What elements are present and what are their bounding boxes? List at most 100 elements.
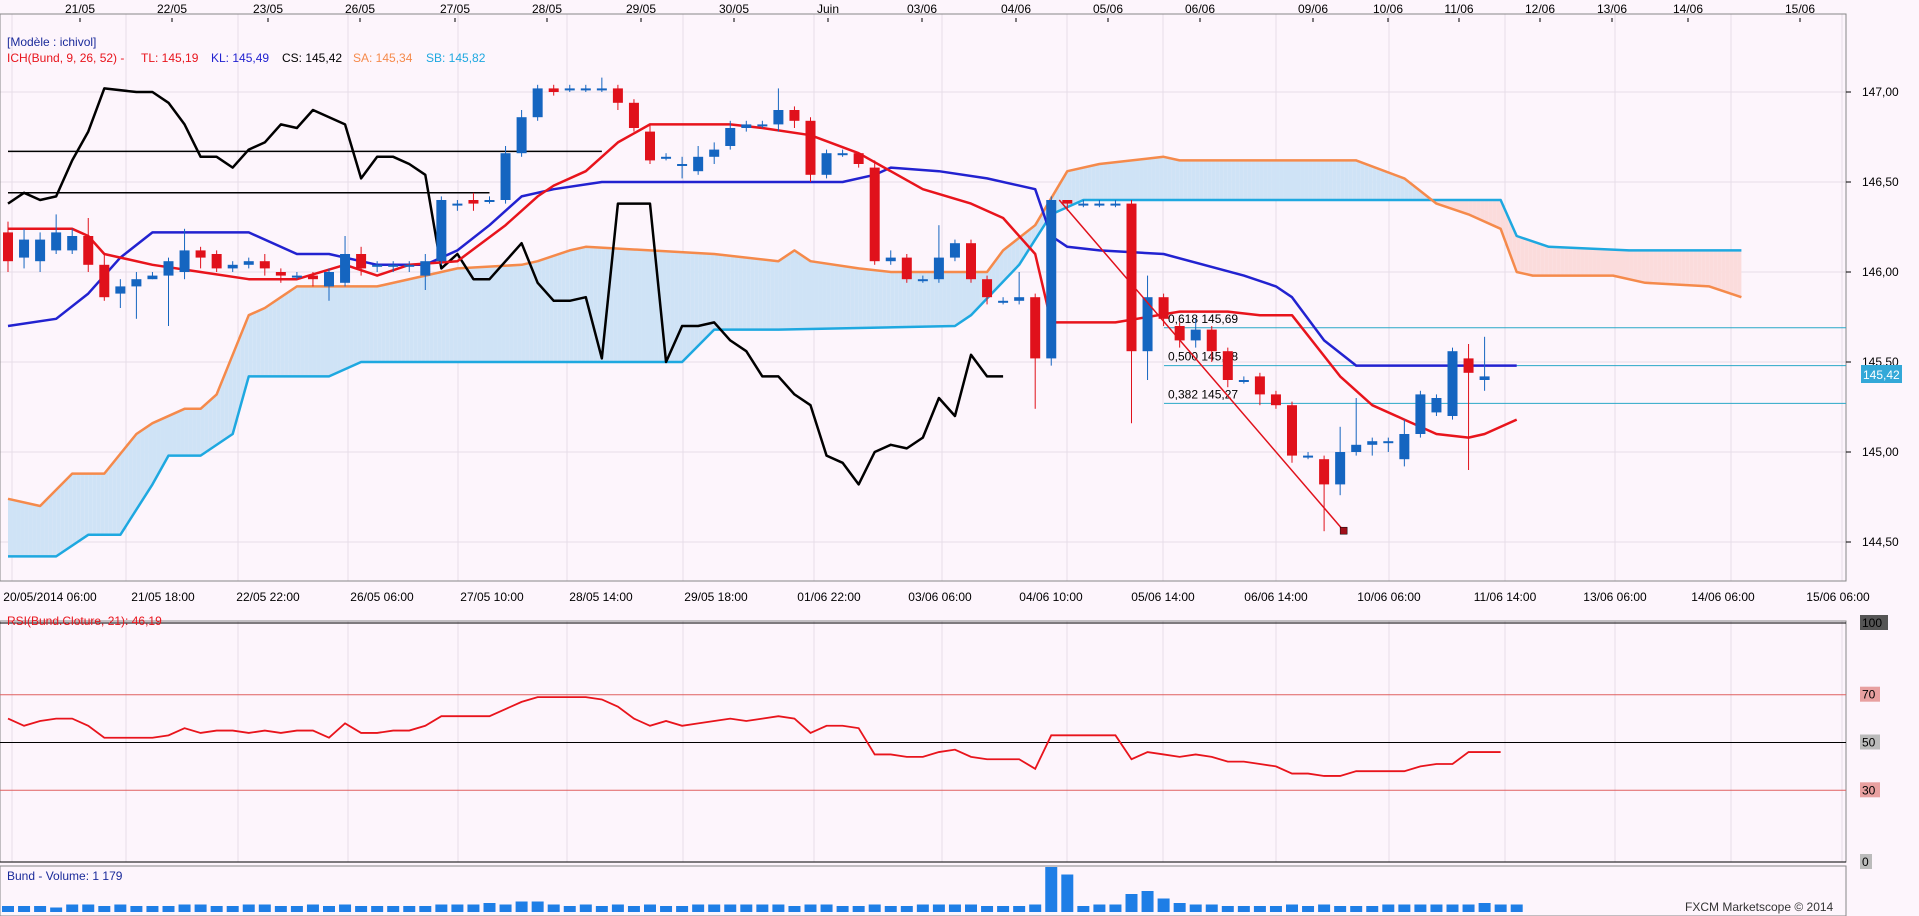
cloud-segment xyxy=(898,272,903,328)
cloud-segment xyxy=(714,254,719,330)
candle-body xyxy=(1399,434,1410,460)
cloud-segment xyxy=(545,257,550,362)
cloud-segment xyxy=(1404,178,1409,200)
cloud-segment xyxy=(1107,162,1112,200)
cloud-segment xyxy=(276,297,281,377)
cloud-segment xyxy=(1171,158,1176,200)
cloud-segment xyxy=(501,265,506,362)
cloud-segment xyxy=(24,502,29,557)
cloud-segment xyxy=(682,252,687,362)
cloud-segment xyxy=(256,309,261,377)
candle-body xyxy=(564,88,575,91)
cloud-segment xyxy=(244,315,249,391)
cloud-segment xyxy=(569,249,574,362)
cloud-segment xyxy=(401,280,406,362)
cloud-segment xyxy=(529,262,534,362)
cloud-segment xyxy=(445,270,450,362)
cloud-segment xyxy=(1476,200,1481,220)
candlesticks xyxy=(3,77,1490,532)
cloud-segment xyxy=(954,272,959,326)
cloud-segment xyxy=(1215,160,1220,200)
cloud-segment xyxy=(1604,249,1609,276)
cloud-segment xyxy=(441,271,446,362)
cloud-segment xyxy=(617,248,622,362)
volume-bar xyxy=(355,906,368,912)
cloud-segment xyxy=(92,473,97,535)
cloud-segment xyxy=(1669,250,1674,285)
candle-body xyxy=(709,149,720,157)
cloud-segment xyxy=(377,285,382,362)
bottom-date-label: 04/06 10:00 xyxy=(1019,590,1083,604)
cloud-segment xyxy=(1368,164,1373,200)
candle-body xyxy=(259,261,270,269)
top-date-label: Juin xyxy=(817,2,839,16)
bottom-date-label: 22/05 22:00 xyxy=(236,590,300,604)
cloud-segment xyxy=(36,505,41,557)
volume-label: Bund - Volume: 1 179 xyxy=(7,869,123,883)
volume-bar xyxy=(1109,904,1122,912)
cloud-segment xyxy=(694,252,699,350)
candle-body xyxy=(324,272,334,287)
current-price-text: 145,42 xyxy=(1863,368,1900,382)
cloud-segment xyxy=(730,255,735,330)
top-date-label: 22/05 xyxy=(157,2,187,16)
volume-bar xyxy=(836,906,849,912)
candle-body xyxy=(1383,441,1394,444)
cloud-segment xyxy=(1516,236,1521,273)
cloud-segment xyxy=(1312,160,1317,200)
top-date-label: 10/06 xyxy=(1373,2,1403,16)
candle-body xyxy=(436,200,447,262)
cloud-segment xyxy=(1408,181,1413,200)
cloud-segment xyxy=(180,408,185,456)
volume-bar xyxy=(1286,904,1298,912)
volume-bar xyxy=(419,906,432,912)
top-date-label: 13/06 xyxy=(1597,2,1627,16)
cloud-segment xyxy=(469,267,474,362)
cloud-segment xyxy=(264,305,269,377)
cloud-segment xyxy=(152,421,157,485)
cloud-segment xyxy=(1364,163,1369,200)
bottom-date-label: 06/06 14:00 xyxy=(1244,590,1308,604)
cloud-segment xyxy=(1372,166,1377,200)
volume-bar xyxy=(595,906,608,912)
volume-bar xyxy=(274,906,287,912)
cloud-segment xyxy=(361,286,366,362)
cloud-segment xyxy=(1528,240,1533,276)
volume-bar xyxy=(1478,903,1491,912)
cloud-segment xyxy=(204,401,209,453)
candle-body xyxy=(291,275,302,278)
tl-value: TL: 145,19 xyxy=(141,51,199,65)
cloud-segment xyxy=(1464,200,1469,215)
volume-bar xyxy=(1494,904,1507,912)
candle-body xyxy=(99,264,110,298)
cloud-segment xyxy=(357,286,362,364)
volume-bar xyxy=(627,906,640,912)
cloud-segment xyxy=(88,473,93,535)
cloud-segment xyxy=(417,276,422,362)
cloud-segment xyxy=(1665,250,1670,285)
cloud-segment xyxy=(1135,159,1140,200)
candle-body xyxy=(115,286,126,294)
price-label: 147,00 xyxy=(1862,85,1899,99)
top-date-label: 15/06 xyxy=(1785,2,1815,16)
kumo-cloud xyxy=(8,156,1742,557)
candle-body xyxy=(677,164,688,166)
cloud-segment xyxy=(846,266,851,329)
cloud-segment xyxy=(806,258,811,330)
candle-body xyxy=(693,156,704,172)
candle-body xyxy=(805,120,816,175)
cloud-segment xyxy=(1063,171,1068,209)
trend-anchor xyxy=(1339,526,1348,535)
volume-bar xyxy=(660,906,673,912)
candle-body xyxy=(1014,297,1025,301)
rsi-axis-badge xyxy=(1860,782,1880,798)
cloud-segment xyxy=(1344,160,1349,200)
cloud-segment xyxy=(112,458,117,535)
cloud-segment xyxy=(1677,250,1682,285)
candle-body xyxy=(853,153,864,164)
cloud-segment xyxy=(160,417,165,470)
cloud-segment xyxy=(999,250,1004,286)
candle-body xyxy=(1431,398,1442,413)
cloud-segment xyxy=(726,255,731,330)
